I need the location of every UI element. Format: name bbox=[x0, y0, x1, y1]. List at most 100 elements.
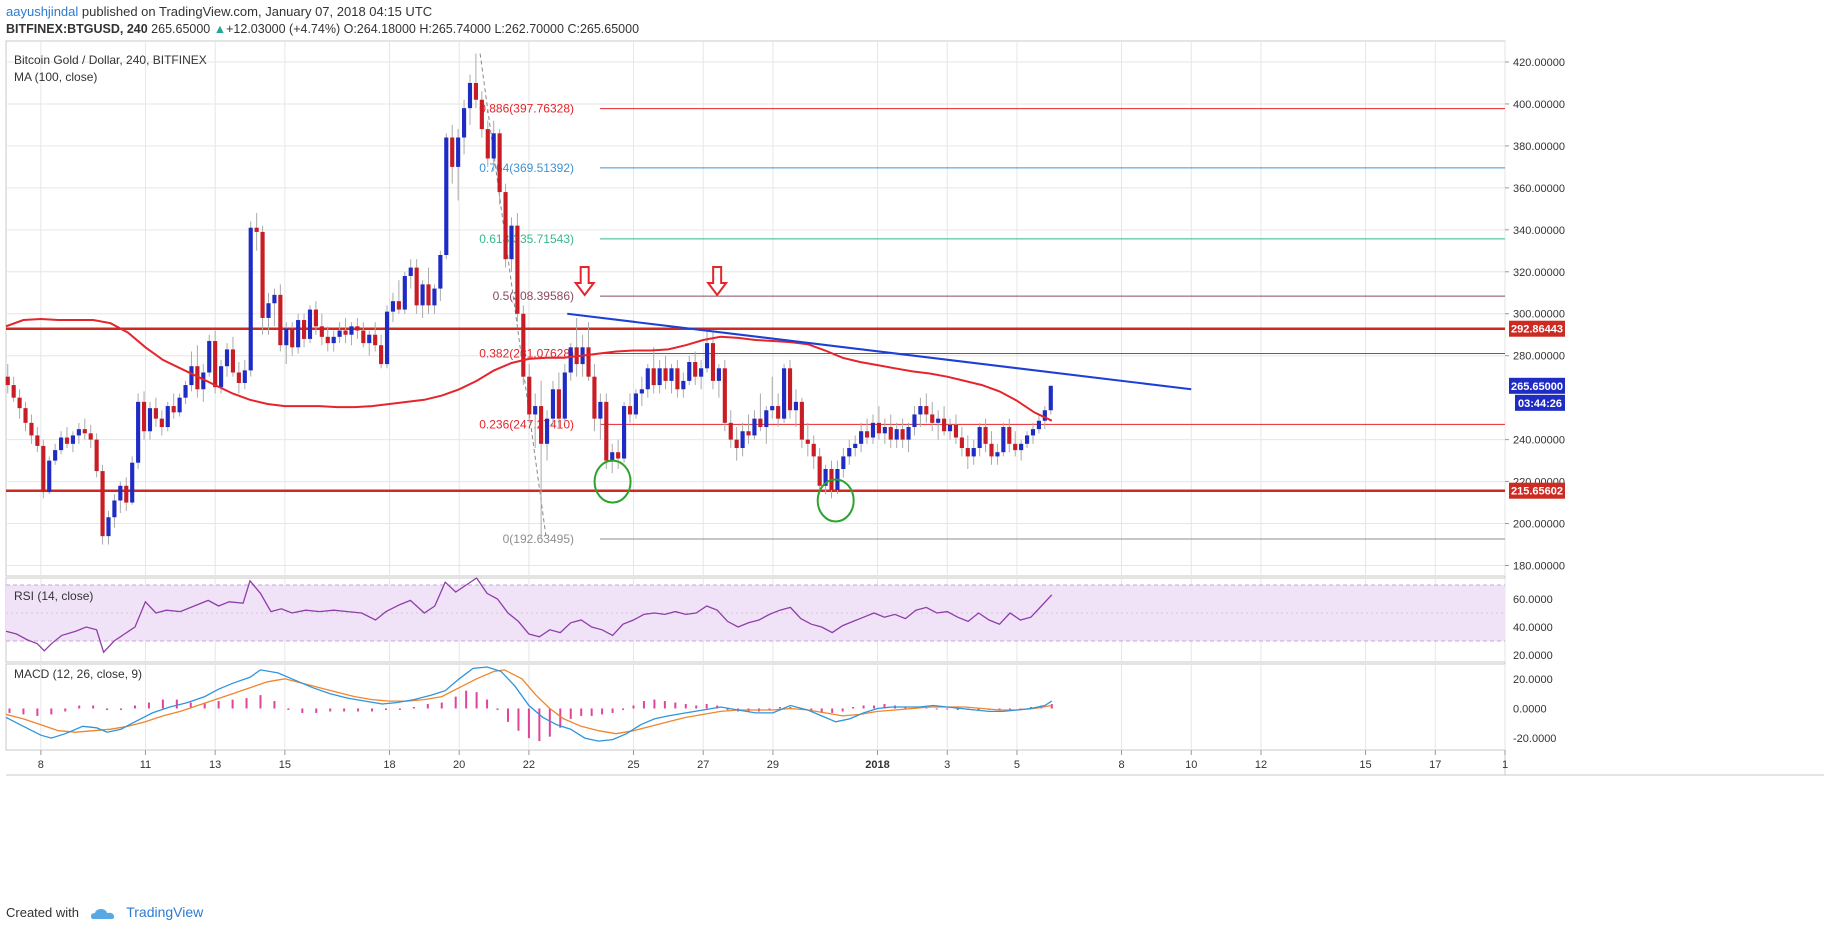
y-tick-label: 400.00000 bbox=[1513, 99, 1565, 111]
candle bbox=[687, 355, 692, 386]
candle-body bbox=[942, 418, 947, 432]
macd-histogram-bar bbox=[873, 705, 876, 709]
candle-body bbox=[112, 500, 117, 518]
candle-body bbox=[373, 334, 378, 346]
macd-histogram-bar bbox=[287, 708, 290, 710]
macd-histogram-bar bbox=[601, 708, 604, 715]
candle-body bbox=[515, 225, 520, 314]
candle-body bbox=[527, 376, 532, 415]
candle-body bbox=[35, 435, 40, 446]
candle-body bbox=[88, 433, 93, 440]
candle-body bbox=[805, 439, 810, 444]
candle bbox=[663, 355, 668, 390]
candle-body bbox=[930, 414, 935, 423]
candle-body bbox=[278, 294, 283, 346]
candle-body bbox=[319, 326, 324, 337]
candle-body bbox=[153, 408, 158, 419]
candle-body bbox=[592, 376, 597, 419]
price-change: +12.03000 (+4.74%) bbox=[226, 22, 341, 36]
candle bbox=[693, 351, 698, 386]
candle bbox=[307, 305, 313, 344]
candle-body bbox=[59, 437, 64, 451]
candle bbox=[752, 410, 757, 440]
candle bbox=[461, 99, 467, 155]
author-link[interactable]: aayushjindal bbox=[6, 4, 79, 19]
candle bbox=[450, 124, 455, 184]
candle-body bbox=[651, 368, 656, 386]
macd-histogram-bar bbox=[1029, 707, 1032, 709]
candle-body bbox=[734, 439, 739, 449]
candle-body bbox=[882, 427, 887, 434]
candle bbox=[947, 418, 953, 440]
macd-histogram-bar bbox=[726, 708, 729, 710]
candle-body bbox=[782, 368, 787, 419]
candle bbox=[94, 433, 99, 478]
candle bbox=[456, 129, 461, 201]
candle bbox=[1030, 422, 1036, 444]
candle bbox=[325, 326, 330, 352]
candle bbox=[544, 410, 550, 461]
candle bbox=[64, 427, 70, 449]
y-tick-label: 180.00000 bbox=[1513, 561, 1565, 573]
x-tick-label: 8 bbox=[1118, 759, 1124, 771]
candle bbox=[236, 362, 241, 394]
candle-body bbox=[76, 429, 81, 436]
candle-body bbox=[1013, 443, 1018, 451]
fib-level-label: 0.236(247.27410) bbox=[479, 417, 574, 431]
candle bbox=[645, 364, 650, 398]
ohlc-open: O:264.18000 bbox=[343, 22, 416, 36]
y-tick-label: 340.00000 bbox=[1513, 225, 1565, 237]
macd-histogram-bar bbox=[412, 707, 415, 709]
candle bbox=[100, 464, 105, 545]
candle bbox=[141, 391, 147, 440]
candle-body bbox=[965, 448, 970, 457]
candle-body bbox=[260, 231, 265, 318]
candle bbox=[888, 414, 893, 449]
candle bbox=[722, 359, 727, 432]
candle bbox=[592, 364, 597, 432]
candle-body bbox=[912, 414, 917, 428]
candle bbox=[728, 410, 733, 449]
candle bbox=[918, 397, 923, 428]
candle-body bbox=[622, 406, 627, 459]
tradingview-cloud-icon bbox=[90, 908, 114, 919]
candle-body bbox=[159, 418, 164, 428]
candle bbox=[841, 448, 846, 478]
candle bbox=[924, 393, 929, 423]
candle-body bbox=[379, 345, 384, 365]
candle-body bbox=[764, 410, 769, 428]
candle-body bbox=[1024, 435, 1030, 444]
candle bbox=[76, 422, 81, 444]
candle-body bbox=[426, 284, 431, 306]
symbol-label: BITFINEX:BTGUSD, 240 bbox=[6, 22, 148, 36]
macd-histogram-bar bbox=[486, 699, 489, 709]
candle bbox=[213, 330, 218, 394]
candle-body bbox=[645, 368, 650, 390]
candle bbox=[657, 359, 662, 394]
candle bbox=[770, 376, 775, 419]
candle-body bbox=[242, 370, 247, 383]
support-circle-marker bbox=[593, 459, 632, 504]
candle bbox=[533, 393, 538, 449]
macd-histogram-bar bbox=[517, 708, 520, 731]
candle bbox=[284, 322, 289, 365]
candle-body bbox=[562, 372, 567, 419]
candle bbox=[859, 422, 864, 453]
macd-histogram-bar bbox=[245, 698, 248, 709]
candle bbox=[527, 364, 532, 423]
candle-body bbox=[556, 389, 561, 419]
candle-body bbox=[699, 368, 704, 377]
macd-histogram-bar bbox=[475, 692, 478, 709]
fib-level-label: 0.5(308.39586) bbox=[493, 289, 574, 303]
tradingview-brand-link[interactable]: TradingView bbox=[126, 904, 204, 920]
candle-body bbox=[402, 275, 407, 310]
candle bbox=[230, 336, 236, 377]
macd-histogram-bar bbox=[8, 708, 11, 713]
countdown-label: 03:44:26 bbox=[1518, 398, 1562, 410]
x-tick-label: 17 bbox=[1429, 759, 1441, 771]
macd-histogram-bar bbox=[663, 701, 666, 709]
candle bbox=[290, 322, 295, 356]
macd-histogram-bar bbox=[78, 705, 81, 709]
